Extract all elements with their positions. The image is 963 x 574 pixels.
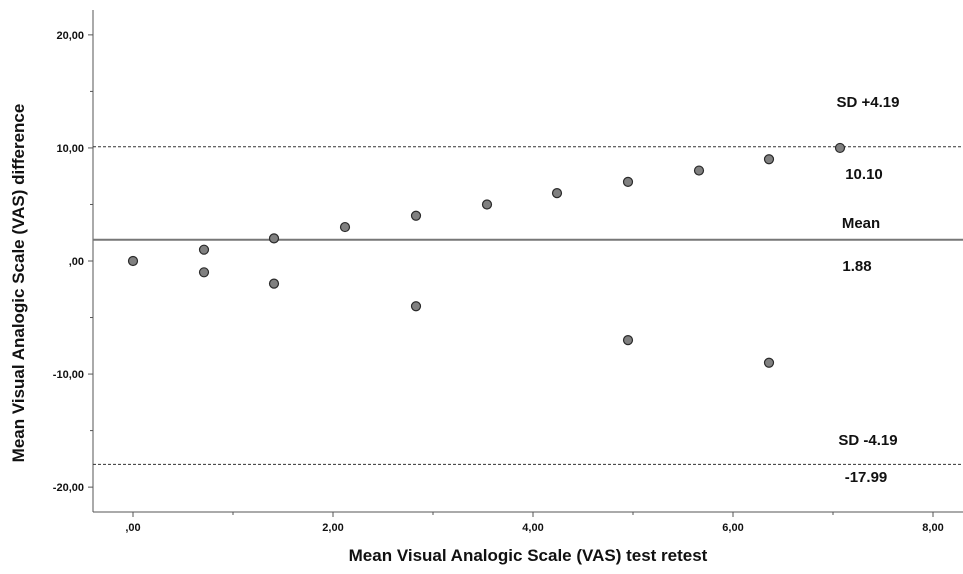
data-point (268, 278, 280, 289)
data-point (410, 301, 422, 312)
data-point (127, 255, 139, 267)
x-tick-label: 2,00 (322, 522, 343, 534)
data-point (834, 142, 846, 154)
x-axis-title: Mean Visual Analogic Scale (VAS) test re… (349, 546, 708, 565)
reference-line-value: -17.99 (845, 469, 888, 486)
y-axis-title: Mean Visual Analogic Scale (VAS) differe… (9, 104, 28, 463)
data-point (763, 357, 775, 368)
reference-line-value: 1.88 (842, 258, 871, 275)
data-point (693, 165, 705, 176)
x-tick-label: ,00 (125, 522, 140, 534)
data-point (551, 188, 563, 199)
x-tick-label: 4,00 (522, 522, 543, 534)
y-tick-label: -10,00 (53, 369, 84, 381)
reference-line-label: SD +4.19 (837, 94, 900, 111)
annotations: SD +4.19 10.10 Mean 1.88 SD -4.19 -17.99 (837, 94, 900, 486)
axes: 20,00 10,00 ,00 -10,00 -20,00 ,00 2,00 4,00 6,00… (53, 10, 963, 534)
data-point (481, 199, 493, 210)
data-point (268, 233, 280, 244)
data-point (763, 154, 775, 165)
reference-lines (93, 146, 963, 465)
data-point (198, 244, 210, 255)
y-tick-label: 20,00 (56, 30, 84, 42)
data-point (339, 221, 351, 233)
reference-line-value: 10.10 (845, 166, 883, 183)
reference-line-label: Mean (842, 215, 880, 232)
x-tick-label: 6,00 (722, 522, 743, 534)
y-tick-label: ,00 (69, 256, 84, 268)
data-points (127, 142, 846, 368)
data-point (410, 210, 422, 221)
y-tick-label: -20,00 (53, 482, 84, 494)
y-tick-label: 10,00 (56, 143, 84, 155)
reference-line-label: SD -4.19 (838, 432, 897, 449)
x-tick-label: 8,00 (922, 522, 943, 534)
data-point (622, 176, 634, 187)
data-point (198, 267, 210, 278)
data-point (622, 335, 634, 346)
